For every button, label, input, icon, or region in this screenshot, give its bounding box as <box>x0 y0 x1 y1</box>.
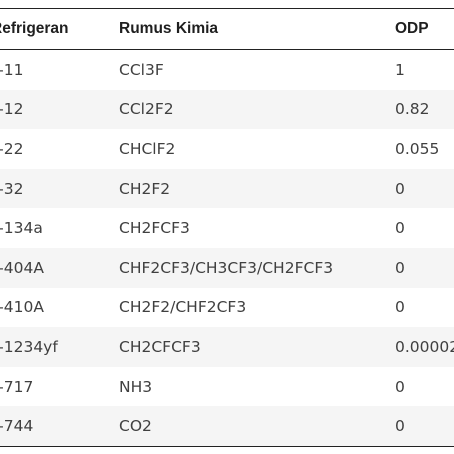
header-chemical-formula: Rumus Kimia <box>119 8 395 50</box>
table-row: R-22 CHClF2 0.055 <box>0 129 454 169</box>
cell-refrigerant: R-404A <box>0 247 119 288</box>
cell-refrigerant: R-717 <box>0 366 119 407</box>
table-header-row: Refrigeran Rumus Kimia ODP <box>0 8 454 50</box>
cell-formula: CCl2F2 <box>119 89 395 130</box>
cell-refrigerant: R-1234yf <box>0 327 119 367</box>
cell-formula: CH2F2/CHF2CF3 <box>119 287 395 328</box>
cell-refrigerant: R-744 <box>0 406 119 447</box>
cell-refrigerant: R-11 <box>0 49 119 90</box>
table-row: R-404A CHF2CF3/CH3CF3/CH2FCF3 0 <box>0 247 454 288</box>
table-row: R-744 CO2 0 <box>0 406 454 447</box>
cell-odp: 0 <box>395 406 454 447</box>
cell-odp: 0 <box>395 287 454 328</box>
table-row: R-12 CCl2F2 0.82 <box>0 89 454 130</box>
header-odp: ODP <box>395 8 454 50</box>
table-row: R-32 CH2F2 0 <box>0 168 454 209</box>
refrigerant-table-container: Refrigeran Rumus Kimia ODP R-11 CCl3F 1 … <box>0 8 454 447</box>
table-row: R-410A CH2F2/CHF2CF3 0 <box>0 287 454 328</box>
cell-odp: 0.82 <box>395 89 454 130</box>
cell-formula: NH3 <box>119 366 395 407</box>
cell-refrigerant: R-22 <box>0 129 119 169</box>
cell-odp: 0 <box>395 247 454 288</box>
refrigerant-table: Refrigeran Rumus Kimia ODP R-11 CCl3F 1 … <box>0 8 454 447</box>
cell-formula: CH2F2 <box>119 168 395 209</box>
cell-formula: CH2CFCF3 <box>119 327 395 367</box>
cell-formula: CHF2CF3/CH3CF3/CH2FCF3 <box>119 247 395 288</box>
cell-odp: 1 <box>395 49 454 90</box>
cell-refrigerant: R-32 <box>0 168 119 209</box>
header-refrigerant: Refrigeran <box>0 8 119 50</box>
cell-refrigerant: R-12 <box>0 89 119 130</box>
cell-refrigerant: R-134a <box>0 208 119 248</box>
cell-odp: 0.055 <box>395 129 454 169</box>
cell-refrigerant: R-410A <box>0 287 119 328</box>
cell-formula: CO2 <box>119 406 395 447</box>
cell-formula: CCl3F <box>119 49 395 90</box>
table-row: R-11 CCl3F 1 <box>0 49 454 90</box>
cell-odp: 0 <box>395 208 454 248</box>
cell-formula: CH2FCF3 <box>119 208 395 248</box>
cell-odp: 0 <box>395 168 454 209</box>
table-row: R-134a CH2FCF3 0 <box>0 208 454 248</box>
table-row: R-717 NH3 0 <box>0 366 454 407</box>
cell-odp: 0.000025 <box>395 327 454 367</box>
table-row: R-1234yf CH2CFCF3 0.000025 <box>0 327 454 367</box>
cell-odp: 0 <box>395 366 454 407</box>
cell-formula: CHClF2 <box>119 129 395 169</box>
